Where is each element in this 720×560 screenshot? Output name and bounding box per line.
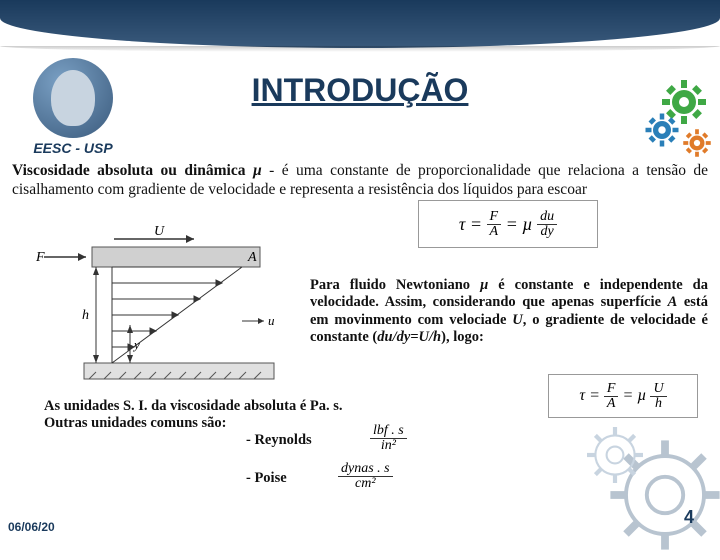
svg-text:F: F (35, 250, 45, 265)
unit-poise-label: - Poise (246, 470, 287, 487)
svg-text:y: y (132, 337, 140, 352)
logo-text: EESC - USP (18, 140, 128, 156)
unit-poise-formula: dynas . scm² (338, 462, 393, 491)
slide-title: INTRODUÇÃO (0, 72, 720, 109)
equation-tau-1: τ = FA = µ dudy (418, 200, 598, 248)
unit-reynolds-label: - Reynolds (246, 432, 312, 449)
svg-text:h: h (82, 308, 89, 323)
svg-text:u: u (268, 313, 275, 328)
top-banner (0, 0, 720, 48)
svg-text:U: U (154, 225, 165, 239)
shear-velocity-diagram: U F A h y u (34, 225, 289, 385)
slide-date: 06/06/20 (8, 520, 55, 534)
gear-icon-orange (682, 128, 712, 158)
gear-icon-blue (644, 112, 680, 148)
gear-decor-small (580, 420, 650, 490)
paragraph-2: Para fluido Newtoniano µ é constante e i… (310, 277, 708, 347)
unit-reynolds-formula: lbf . sin² (370, 424, 407, 453)
paragraph-3: As unidades S. I. da viscosidade absolut… (44, 398, 664, 433)
svg-text:A: A (247, 250, 257, 265)
paragraph-1: Viscosidade absoluta ou dinâmica µ - é u… (12, 162, 708, 200)
slide-number: 4 (684, 507, 694, 528)
